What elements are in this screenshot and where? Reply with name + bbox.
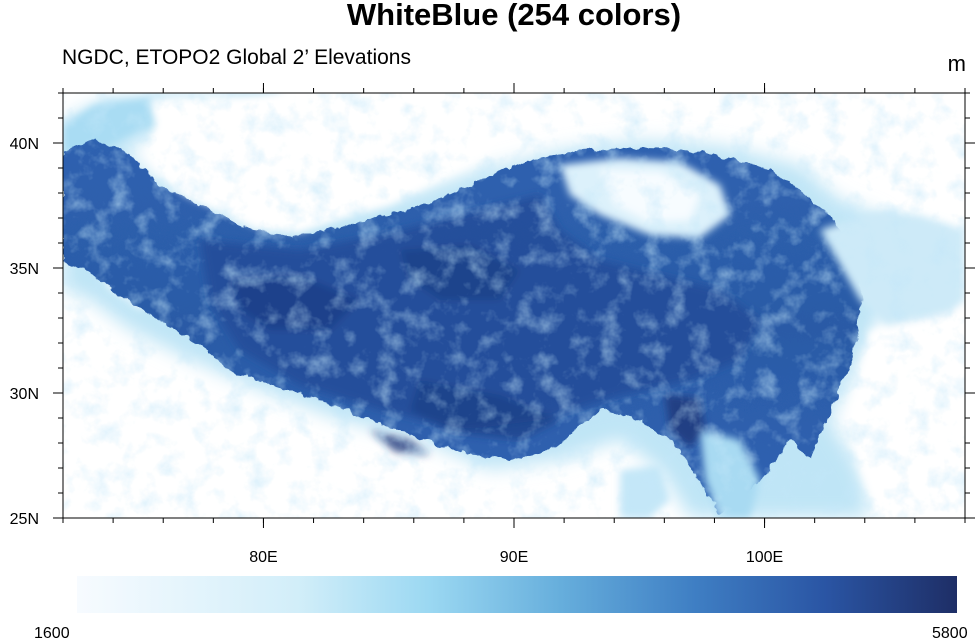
x-tick-label: 100E [746, 549, 783, 566]
x-tick-label: 90E [500, 549, 528, 566]
colorbar-max-label: 5800 [932, 625, 968, 642]
figure-subtitle: NGDC, ETOPO2 Global 2’ Elevations [62, 46, 411, 69]
units-label: m [947, 51, 966, 76]
colorbar [77, 576, 957, 613]
y-tick-label: 40N [10, 136, 39, 153]
colorbar-min-label: 1600 [34, 625, 70, 642]
y-tick-label: 35N [10, 261, 39, 278]
figure-title: WhiteBlue (254 colors) [346, 0, 682, 32]
relief-texture [63, 93, 965, 518]
elevation-field [63, 93, 965, 518]
x-tick-label: 80E [249, 549, 277, 566]
y-tick-label: 25N [10, 511, 39, 528]
x-tick-labels: 80E 90E 100E [249, 549, 783, 566]
y-tick-labels: 40N 35N 30N 25N [10, 136, 39, 528]
axis-minor-ticks [58, 88, 970, 523]
y-tick-label: 30N [10, 386, 39, 403]
